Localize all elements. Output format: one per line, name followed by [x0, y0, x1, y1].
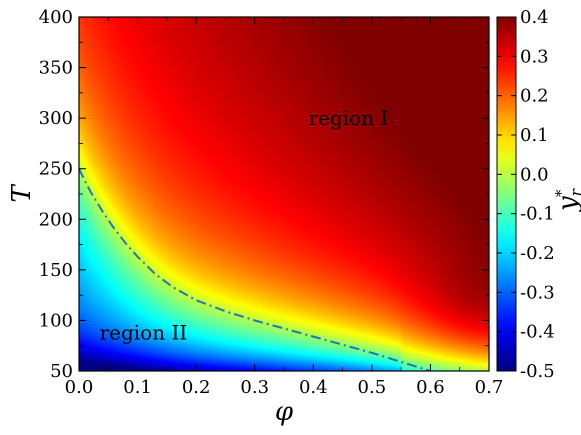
annotations: region I region II — [100, 106, 389, 344]
y-tick-label: 400 — [39, 7, 73, 28]
x-tick-label: 0.7 — [475, 377, 504, 398]
colorbar-tick-label: 0.3 — [520, 46, 549, 67]
colorbar-tick-label: -0.1 — [520, 204, 555, 225]
boundary-curve-layer — [79, 168, 431, 371]
axes: 0.0 0.1 0.2 0.3 0.4 0.5 0.6 0.7 50 100 150 200 250 30… — [7, 7, 503, 427]
y-tick-label: 150 — [39, 260, 73, 281]
colorbar-title-sub: r — [567, 188, 581, 196]
colorbar-tick-label: 0.1 — [520, 125, 549, 146]
colorbar-tick-label: 0.2 — [520, 86, 549, 107]
boundary-curve — [79, 168, 431, 371]
y-tick-label: 100 — [39, 310, 73, 331]
heatmap-image — [79, 17, 489, 371]
x-tick-label: 0.5 — [358, 377, 387, 398]
y-tick-label: 300 — [39, 108, 73, 129]
y-axis-title: T — [7, 184, 37, 203]
x-tick-label: 0.1 — [123, 377, 152, 398]
colorbar-gradient — [496, 16, 517, 372]
region-I-label: region I — [309, 106, 389, 130]
colorbar: 0.4 0.3 0.2 0.1 0.0 -0.1 -0.2 -0.3 -0.4 -0.5 yr* — [496, 7, 581, 382]
x-tick-label: 0.0 — [65, 377, 94, 398]
colorbar-title: yr* — [552, 188, 581, 212]
y-tick-label: 200 — [39, 209, 73, 230]
x-tick-label: 0.2 — [182, 377, 211, 398]
x-axis-title: φ — [275, 397, 294, 427]
colorbar-tick-label: -0.5 — [520, 361, 555, 382]
colorbar-tick-label: 0.0 — [520, 164, 549, 185]
colorbar-tick-label: -0.2 — [520, 243, 555, 264]
x-tick-label: 0.3 — [240, 377, 269, 398]
x-tick-label: 0.6 — [416, 377, 445, 398]
colorbar-tick-label: -0.3 — [520, 282, 555, 303]
y-tick-label: 50 — [50, 361, 73, 382]
x-tick-label: 0.4 — [299, 377, 328, 398]
colorbar-title-base: y — [553, 196, 581, 212]
colorbar-tick-label: 0.4 — [520, 7, 549, 28]
region-II-label: region II — [100, 321, 188, 345]
plot-area — [79, 17, 489, 371]
colorbar-tick-label: -0.4 — [520, 322, 555, 343]
y-tick-label: 350 — [39, 58, 73, 79]
colorbar-title-sup: * — [552, 189, 570, 197]
y-tick-label: 250 — [39, 159, 73, 180]
